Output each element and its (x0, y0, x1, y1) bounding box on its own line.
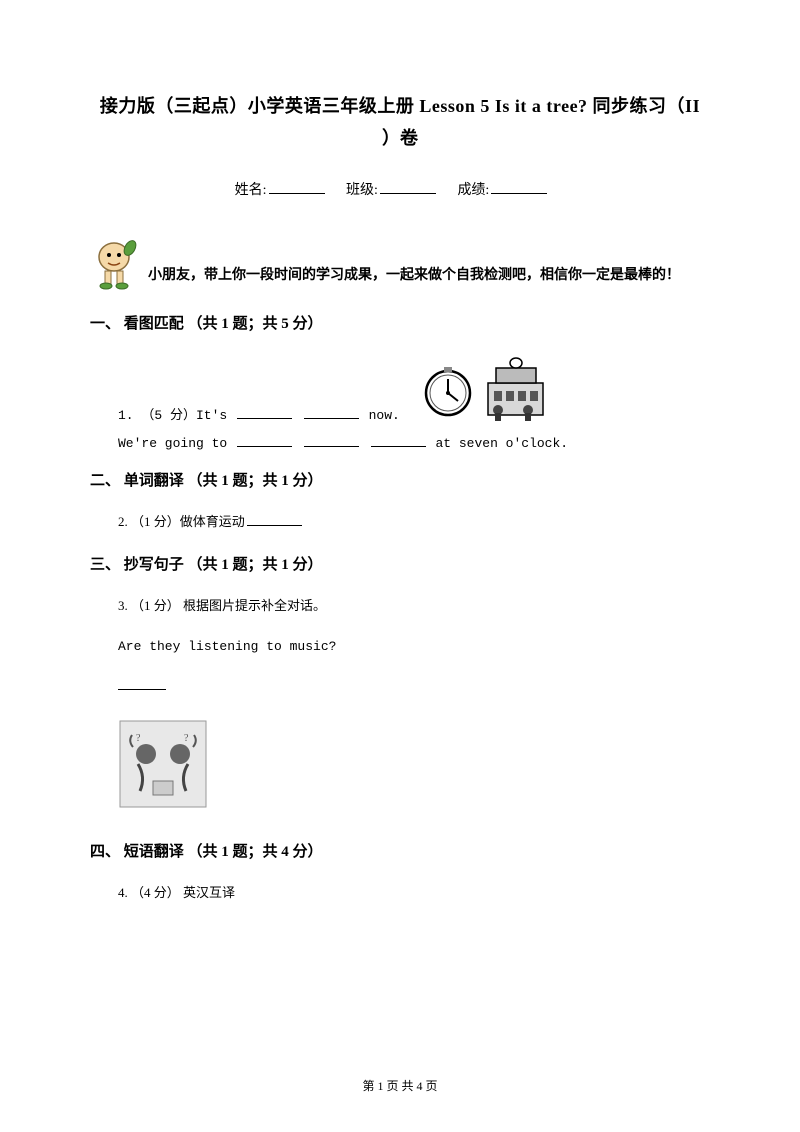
listening-image: ? ? (118, 719, 208, 809)
mascot-icon (90, 235, 140, 290)
clock-school-image (418, 353, 558, 423)
section-2-header: 二、 单词翻译 （共 1 题；共 1 分） (90, 469, 710, 490)
q1-blank-3[interactable] (237, 433, 292, 447)
question-4: 4. （4 分） 英汉互译 (118, 881, 710, 906)
q3-answer-blank[interactable] (118, 676, 166, 690)
name-label: 姓名: (235, 183, 267, 198)
score-blank[interactable] (491, 193, 547, 194)
q1-prefix: 1. （5 分）It's (118, 408, 235, 423)
section-4-header: 四、 短语翻译 （共 1 题；共 4 分） (90, 840, 710, 861)
class-blank[interactable] (380, 193, 436, 194)
q2-text: 2. （1 分）做体育运动 (118, 514, 245, 529)
q1-blank-4[interactable] (304, 433, 359, 447)
svg-text:?: ? (136, 733, 141, 744)
question-3-line1: 3. （1 分） 根据图片提示补全对话。 (118, 594, 710, 619)
q1-suffix: now. (361, 408, 400, 423)
q1-line2-prefix: We're going to (118, 436, 235, 451)
listening-image-wrapper: ? ? (90, 709, 710, 822)
question-1: 1. （5 分）It's now. We're going to at seve… (118, 353, 710, 451)
q1-blank-1[interactable] (237, 405, 292, 419)
intro-text: 小朋友，带上你一段时间的学习成果，一起来做个自我检测吧，相信你一定是最棒的！ (148, 265, 680, 290)
q1-line2-suffix: at seven o'clock. (428, 436, 568, 451)
student-info-line: 姓名: 班级: 成绩: (90, 179, 710, 199)
question-3-line2: Are they listening to music? (118, 635, 710, 660)
class-label: 班级: (346, 183, 378, 198)
intro-section: 小朋友，带上你一段时间的学习成果，一起来做个自我检测吧，相信你一定是最棒的！ (90, 235, 710, 290)
title-line-1: 接力版（三起点）小学英语三年级上册 Lesson 5 Is it a tree?… (90, 90, 710, 122)
question-2: 2. （1 分）做体育运动 (118, 510, 710, 536)
page-footer: 第 1 页 共 4 页 (0, 1077, 800, 1094)
section-3-header: 三、 抄写句子 （共 1 题；共 1 分） (90, 553, 710, 574)
section-1-header: 一、 看图匹配 （共 1 题；共 5 分） (90, 312, 710, 333)
q1-blank-5[interactable] (371, 433, 426, 447)
name-blank[interactable] (269, 193, 325, 194)
q2-blank[interactable] (247, 512, 302, 526)
score-label: 成绩: (457, 183, 489, 198)
q1-blank-2[interactable] (304, 405, 359, 419)
svg-text:?: ? (184, 733, 189, 744)
title-line-2: ）卷 (90, 122, 710, 154)
